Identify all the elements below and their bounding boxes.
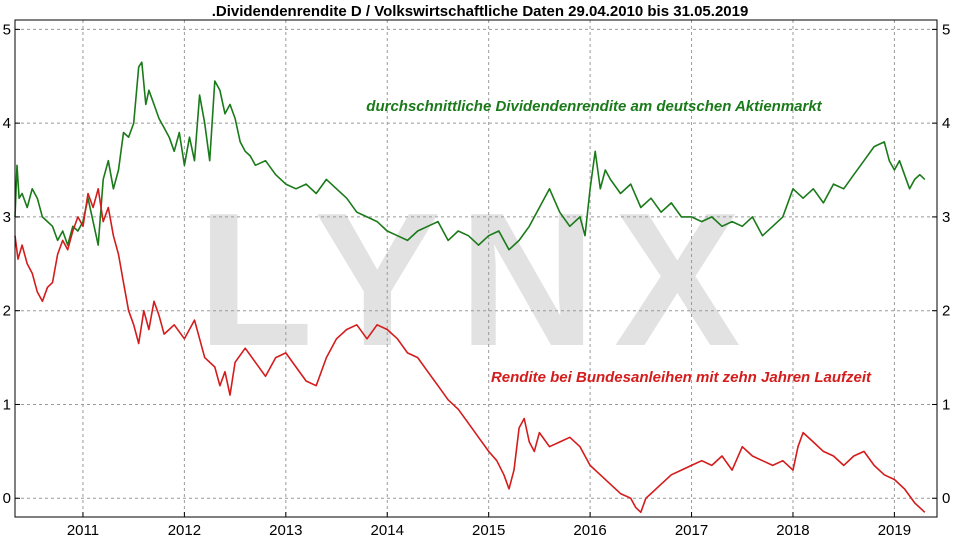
x-tick-label-4: 2015	[472, 522, 505, 539]
x-tick-label-7: 2018	[776, 522, 809, 539]
lynx-watermark: LYNX	[197, 174, 758, 386]
y-tick-label-left-0: 0	[3, 490, 11, 507]
x-tick-label-2: 2013	[269, 522, 302, 539]
y-tick-label-left-4: 4	[3, 115, 11, 132]
y-tick-label-left-3: 3	[3, 209, 11, 226]
y-tick-label-right-2: 2	[942, 303, 950, 320]
x-tick-label-6: 2017	[675, 522, 708, 539]
y-tick-label-right-0: 0	[942, 490, 950, 507]
y-tick-label-left-5: 5	[3, 21, 11, 38]
axis-ticks: 0 0 1 1 2 2 3 3 4 4 5 5 2011 2012 2013 2014 2015 2016 2017…	[3, 21, 951, 539]
plot-frame	[14, 19, 938, 518]
x-tick-label-3: 2014	[371, 522, 404, 539]
series-lines	[14, 61, 926, 514]
x-tick-label-0: 2011	[67, 522, 99, 539]
y-tick-label-right-1: 1	[942, 396, 950, 413]
bund-series-annotation: Rendite bei Bundesanleihen mit zehn Jahr…	[491, 369, 872, 386]
x-tick-label-8: 2019	[878, 522, 911, 539]
x-tick-label-1: 2012	[168, 522, 201, 539]
y-tick-label-left-2: 2	[3, 303, 11, 320]
y-tick-label-right-3: 3	[942, 209, 950, 226]
y-tick-label-right-4: 4	[942, 115, 950, 132]
y-tick-label-left-1: 1	[3, 396, 11, 413]
chart-title: .Dividendenrendite D / Volkswirtschaftli…	[212, 3, 749, 20]
y-tick-label-right-5: 5	[942, 21, 950, 38]
series-line-0	[14, 61, 926, 251]
series-line-1	[14, 188, 926, 514]
x-tick-label-5: 2016	[573, 522, 606, 539]
dividend-series-annotation: durchschnittliche Dividendenrendite am d…	[366, 98, 822, 115]
